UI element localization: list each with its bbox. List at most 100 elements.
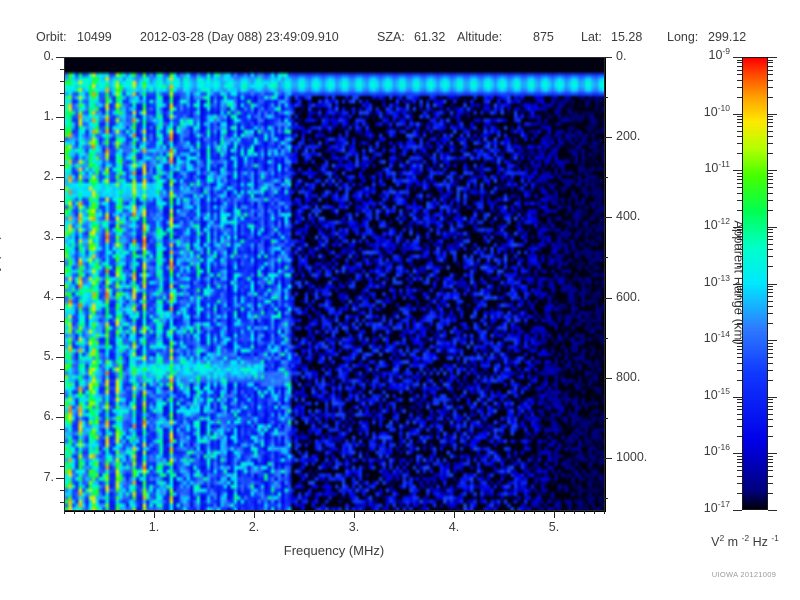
y-tick-minor <box>60 153 64 154</box>
y2-tick-major <box>604 298 612 299</box>
colorbar-tick-major-right <box>768 510 777 511</box>
y-tick-minor <box>60 165 64 166</box>
colorbar-tick-major-left <box>733 397 742 398</box>
colorbar-tick-minor-left <box>737 493 742 494</box>
colorbar-tick-minor-left <box>737 363 742 364</box>
colorbar-tick-minor-right <box>768 266 773 267</box>
ionogram-heatmap <box>65 58 605 511</box>
x-tick-minor <box>524 510 525 514</box>
colorbar-tick-minor-left <box>737 126 742 127</box>
colorbar-tick-minor-right <box>768 323 773 324</box>
colorbar-tick-minor-left <box>737 193 742 194</box>
colorbar-tick-minor-left <box>737 229 742 230</box>
colorbar-tick-major-right <box>768 340 777 341</box>
colorbar-tick-minor-left <box>737 244 742 245</box>
colorbar-tick-minor-left <box>737 456 742 457</box>
y-tick-minor <box>60 129 64 130</box>
colorbar-tick-minor-right <box>768 87 773 88</box>
x-tick-minor <box>534 510 535 514</box>
colorbar-tick-minor-left <box>737 470 742 471</box>
colorbar-tick-minor-right <box>768 409 773 410</box>
colorbar-tick-label: 10-12 <box>703 215 730 232</box>
colorbar-tick-minor-left <box>737 409 742 410</box>
y-tick-label: 7. <box>43 469 54 484</box>
x-tick-minor <box>344 510 345 514</box>
colorbar-tick-minor-right <box>768 292 773 293</box>
y-tick-minor <box>60 201 64 202</box>
colorbar-tick-minor-right <box>768 419 773 420</box>
x-tick-minor <box>374 510 375 514</box>
x-tick-minor <box>444 510 445 514</box>
x-tick-minor <box>244 510 245 514</box>
x-tick-minor <box>264 510 265 514</box>
colorbar-tick-minor-right <box>768 119 773 120</box>
colorbar-tick-minor-left <box>737 131 742 132</box>
header-sza-label: SZA: <box>377 30 405 44</box>
x-tick-minor <box>74 510 75 514</box>
y-tick-major <box>56 117 64 118</box>
colorbar-tick-minor-right <box>768 232 773 233</box>
colorbar-tick-minor-right <box>768 406 773 407</box>
y2-tick-minor <box>604 97 608 98</box>
x-tick-minor <box>284 510 285 514</box>
colorbar-tick-minor-right <box>768 244 773 245</box>
colorbar-tick-minor-left <box>737 286 742 287</box>
plot-spine-top <box>64 57 604 58</box>
colorbar-tick-major-right <box>768 397 777 398</box>
colorbar-tick-minor-left <box>737 296 742 297</box>
colorbar-tick-minor-right <box>768 357 773 358</box>
colorbar-tick-minor-right <box>768 313 773 314</box>
y-tick-label: 0. <box>43 49 54 63</box>
colorbar-tick-major-right <box>768 227 777 228</box>
x-tick-minor <box>114 510 115 514</box>
colorbar-tick-minor-left <box>737 153 742 154</box>
y2-tick-label: 1000. <box>616 449 648 464</box>
y-tick-minor <box>60 502 64 503</box>
colorbar-tick-minor-right <box>768 80 773 81</box>
y2-tick-minor <box>604 177 608 178</box>
colorbar-tick-minor-right <box>768 402 773 403</box>
x-tick-label: 5. <box>548 520 560 534</box>
x-tick-label: 4. <box>448 520 460 534</box>
y2-tick-major <box>604 217 612 218</box>
colorbar-tick-minor-left <box>737 370 742 371</box>
colorbar-tick-minor-right <box>768 70 773 71</box>
y-tick-label: 1. <box>43 109 54 124</box>
colorbar-tick-minor-right <box>768 399 773 400</box>
colorbar-tick-minor-left <box>737 179 742 180</box>
colorbar-tick-major-left <box>733 114 742 115</box>
y2-tick-label: 800. <box>616 369 641 384</box>
colorbar-tick-minor-right <box>768 306 773 307</box>
x-tick-minor <box>504 510 505 514</box>
colorbar-tick-minor-left <box>737 173 742 174</box>
colorbar-tick-major-left <box>733 227 742 228</box>
colorbar-tick-minor-left <box>737 462 742 463</box>
colorbar-tick-minor-right <box>768 97 773 98</box>
y-tick-minor <box>60 345 64 346</box>
x-tick-minor <box>214 510 215 514</box>
colorbar-tick-major-right <box>768 170 777 171</box>
header-altitude-label: Altitude: <box>457 30 503 44</box>
x-tick-minor <box>474 510 475 514</box>
x-tick-minor <box>234 510 235 514</box>
x-tick-minor <box>294 510 295 514</box>
colorbar-tick-minor-left <box>737 66 742 67</box>
colorbar-tick-major-right <box>768 57 777 58</box>
header-datetime: 2012-03-28 (Day 088) 23:49:09.910 <box>140 30 339 44</box>
y-tick-minor <box>60 261 64 262</box>
colorbar-tick-minor-left <box>737 466 742 467</box>
colorbar-tick-minor-left <box>737 183 742 184</box>
x-tick-minor <box>124 510 125 514</box>
x-tick-major <box>554 510 555 518</box>
colorbar-tick-minor-right <box>768 131 773 132</box>
colorbar-tick-minor-right <box>768 74 773 75</box>
x-tick-minor <box>324 510 325 514</box>
x-tick-minor <box>194 510 195 514</box>
x-tick-minor <box>144 510 145 514</box>
colorbar-tick-minor-right <box>768 200 773 201</box>
colorbar-tick-minor-right <box>768 301 773 302</box>
colorbar-tick-minor-left <box>737 122 742 123</box>
y2-tick-minor <box>604 498 608 499</box>
x-tick-minor <box>274 510 275 514</box>
y2-tick-major <box>604 57 612 58</box>
